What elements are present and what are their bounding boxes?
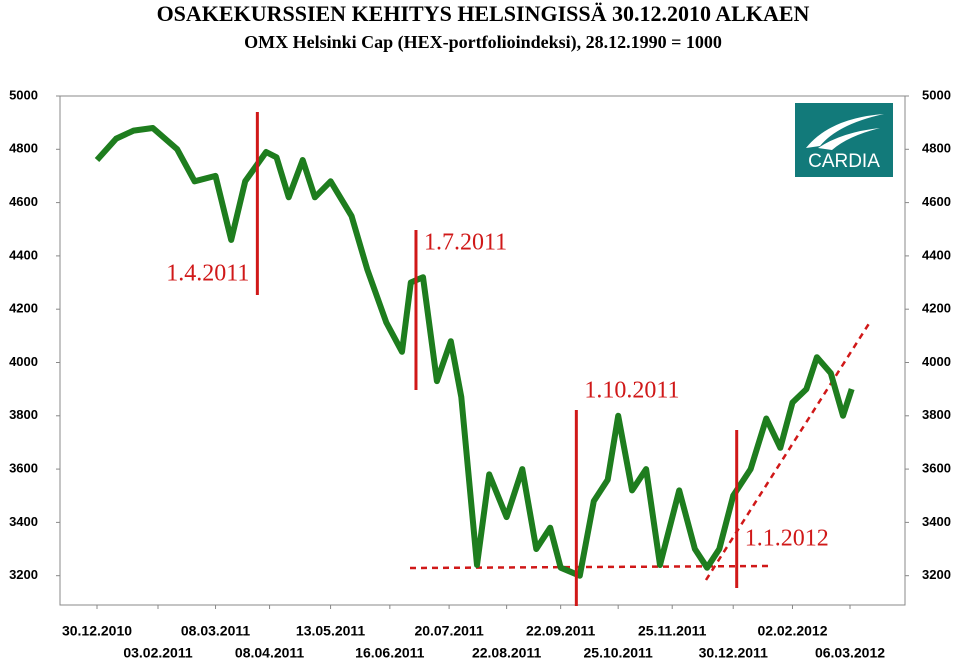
y-tick-label: 3800 [9, 407, 38, 422]
y-tick-label: 4600 [9, 194, 38, 209]
y-tick-label: 3200 [9, 567, 38, 582]
y2-tick-label: 3800 [922, 407, 951, 422]
y2-tick-label: 3200 [922, 567, 951, 582]
y2-tick-label: 4800 [922, 141, 951, 156]
annotation-label: 1.4.2011 [166, 261, 249, 287]
x-tick-label: 03.02.2011 [123, 645, 193, 661]
trend-line [704, 321, 872, 581]
x-tick-label: 22.09.2011 [526, 623, 596, 639]
y2-tick-label: 4600 [922, 194, 951, 209]
x-tick-label: 22.08.2011 [472, 645, 542, 661]
x-tick-label: 25.11.2011 [638, 623, 707, 639]
y-tick-label: 4000 [9, 354, 38, 369]
x-tick-label: 06.03.2012 [815, 645, 885, 661]
y2-tick-label: 4200 [922, 301, 951, 316]
annotation-label: 1.10.2011 [584, 378, 679, 404]
x-tick-label: 30.12.2011 [699, 645, 769, 661]
y-tick-label: 3600 [9, 461, 38, 476]
logo-swoosh [806, 114, 884, 148]
annotation-label: 1.7.2011 [424, 230, 507, 256]
y2-tick-label: 3400 [922, 514, 951, 529]
logo: CARDIA [793, 101, 895, 179]
annotation-label: 1.1.2012 [745, 526, 829, 552]
y-tick-label: 5000 [9, 87, 38, 102]
y2-tick-label: 4400 [922, 247, 951, 262]
data-line [94, 125, 855, 579]
y2-tick-label: 4000 [922, 354, 951, 369]
y2-tick-label: 3600 [922, 461, 951, 476]
y-tick-label: 3400 [9, 514, 38, 529]
logo-swoosh [818, 128, 880, 150]
x-tick-label: 16.06.2011 [355, 645, 425, 661]
x-tick-label: 25.10.2011 [584, 645, 654, 661]
y-tick-label: 4200 [9, 301, 38, 316]
x-tick-label: 08.04.2011 [235, 645, 305, 661]
x-tick-label: 13.05.2011 [296, 623, 366, 639]
x-tick-label: 30.12.2010 [62, 623, 132, 639]
y-tick-label: 4800 [9, 141, 38, 156]
y2-tick-label: 5000 [922, 87, 951, 102]
x-tick-label: 20.07.2011 [414, 623, 484, 639]
y-tick-label: 4400 [9, 247, 38, 262]
x-tick-label: 02.02.2012 [757, 623, 827, 639]
chart-title: OSAKEKURSSIEN KEHITYS HELSINGISSÄ 30.12.… [157, 1, 810, 26]
chart-subtitle: OMX Helsinki Cap (HEX-portfolioindeksi),… [244, 32, 722, 53]
x-tick-label: 08.03.2011 [181, 623, 251, 639]
logo-text: CARDIA [808, 151, 880, 172]
support-line [409, 564, 773, 570]
